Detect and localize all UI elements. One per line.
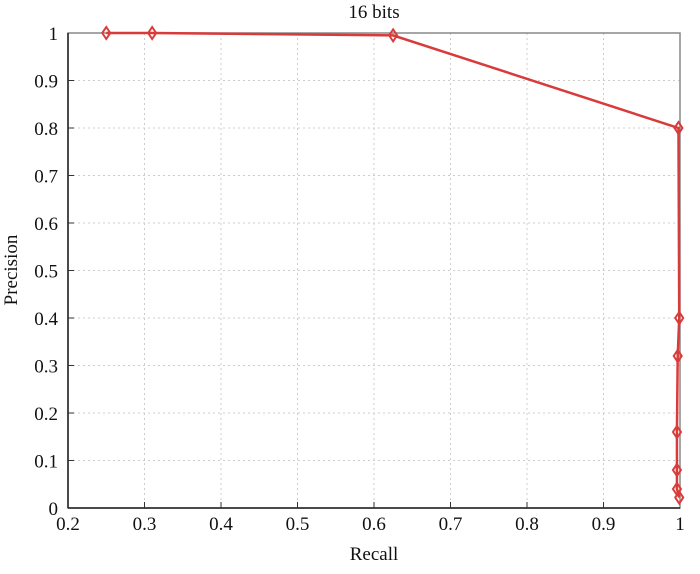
- marker: [674, 310, 685, 326]
- y-tick-label: 0.1: [34, 452, 58, 473]
- marker: [673, 120, 684, 136]
- y-tick-label: 0.2: [34, 404, 58, 425]
- marker: [387, 27, 399, 44]
- y-tick-label: 0.9: [34, 72, 58, 93]
- y-tick-label: 0.4: [34, 309, 58, 330]
- y-tick-label: 1: [49, 24, 59, 45]
- y-axis-label: Precision: [1, 234, 22, 305]
- y-tick-label: 0.3: [34, 357, 58, 378]
- chart-title: 16 bits: [348, 2, 399, 23]
- x-tick-label: 0.5: [286, 514, 310, 535]
- y-tick-label: 0.8: [34, 119, 58, 140]
- marker: [672, 348, 683, 364]
- y-tick-label: 0: [49, 499, 59, 520]
- y-tick-label: 0.6: [34, 214, 58, 235]
- x-tick-label: 0.3: [133, 514, 157, 535]
- x-tick-label: 0.4: [209, 514, 233, 535]
- x-tick-label: 0.6: [362, 514, 386, 535]
- y-tick-label: 0.7: [34, 167, 58, 188]
- y-tick-label: 0.5: [34, 262, 58, 283]
- x-tick-label: 0.2: [56, 514, 80, 535]
- x-tick-label: 0.9: [592, 514, 616, 535]
- marker: [671, 462, 683, 478]
- x-tick-label: 1: [675, 514, 685, 535]
- marker: [146, 25, 158, 41]
- marker: [674, 489, 685, 506]
- x-tick-label: 0.8: [515, 514, 539, 535]
- marker: [671, 424, 683, 440]
- x-axis-label: Recall: [350, 544, 399, 565]
- marker: [101, 25, 112, 41]
- x-tick-label: 0.7: [439, 514, 463, 535]
- data-line: [106, 31, 681, 498]
